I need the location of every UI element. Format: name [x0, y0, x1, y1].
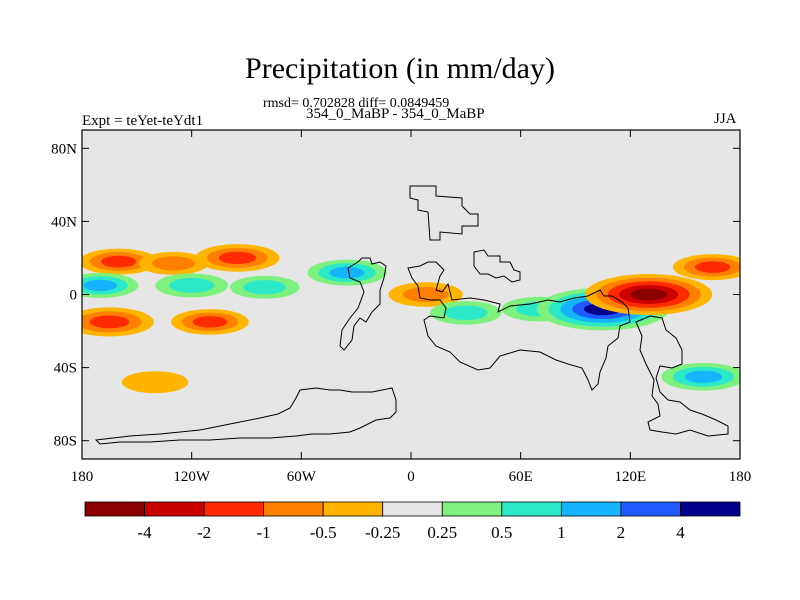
colorbar-label: 1	[557, 523, 566, 542]
contour-level	[218, 251, 257, 264]
stats-text: rmsd= 0.702828 diff= 0.0849459	[263, 96, 450, 111]
colorbar-swatch	[263, 501, 324, 517]
field-anomaly-6	[82, 307, 154, 337]
x-tick-label: 60E	[509, 469, 533, 485]
field-anomaly-2	[195, 244, 280, 272]
colorbar-swatch	[203, 501, 265, 517]
field-anomaly-1	[138, 251, 209, 275]
east-block-outline	[473, 249, 521, 283]
contour-level	[402, 287, 449, 302]
contour-level	[101, 255, 137, 268]
continent-outlines	[94, 185, 729, 445]
colorbar-swatch	[84, 501, 145, 517]
y-axis: 80N 40N 0 40S 80S	[51, 141, 740, 450]
x-tick-label: 120W	[173, 469, 211, 485]
x-tick-label: 60W	[287, 469, 317, 485]
y-tick-label: 0	[70, 288, 78, 304]
central-continent-outline	[407, 261, 631, 391]
field-anomaly-4	[155, 273, 229, 298]
field-anomaly-5	[229, 275, 300, 299]
colorbar-swatch	[382, 501, 443, 517]
colorbar: -4 -2 -1 -0.5 -0.25 0.25 0.5 1 2 4	[84, 501, 741, 542]
contour-level	[329, 266, 365, 279]
contour-level	[89, 315, 130, 329]
contour-level	[169, 278, 215, 293]
field-anomaly-0	[82, 248, 159, 275]
colorbar-label: -0.25	[365, 523, 400, 542]
x-axis: 180 120W 60W 0 60E 120E 180	[71, 130, 752, 485]
field-anomaly-15	[673, 254, 740, 281]
colorbar-swatch	[441, 501, 503, 517]
contour-level	[243, 280, 287, 295]
chart-title: Precipitation (in mm/day)	[245, 52, 555, 85]
southern-continent-outline	[94, 387, 397, 445]
colorbar-swatch	[322, 501, 384, 517]
experiment-label: Expt = teYet-teYdt1	[82, 113, 204, 129]
contour-level	[83, 279, 118, 291]
x-tick-label: 0	[407, 469, 415, 485]
polar-block-outline	[409, 185, 479, 241]
x-tick-label: 180	[729, 469, 752, 485]
contour-field-layer	[82, 244, 740, 394]
field-anomaly-8	[121, 371, 189, 394]
contour-level	[684, 370, 723, 383]
contour-level	[152, 256, 195, 271]
contour-level	[695, 261, 731, 273]
north-america-outline	[339, 257, 387, 351]
colorbar-swatch	[680, 501, 741, 517]
field-anomaly-16	[661, 363, 740, 391]
field-anomaly-14	[585, 274, 713, 315]
y-tick-label: 80S	[54, 434, 77, 450]
contour-level	[443, 305, 488, 320]
colorbar-label: -0.5	[310, 523, 337, 542]
chart-subtitle: 354_0_MaBP - 354_0_MaBP	[306, 106, 485, 122]
contour-level	[121, 371, 189, 394]
colorbar-label: 4	[676, 523, 685, 542]
field-anomaly-9	[307, 259, 387, 286]
field-anomaly-11	[430, 301, 502, 325]
colorbar-swatch	[144, 501, 205, 517]
field-anomaly-7	[171, 309, 249, 335]
colorbar-swatch	[620, 501, 681, 517]
x-tick-label: 180	[71, 469, 94, 485]
colorbar-label: -2	[197, 523, 211, 542]
season-label: JJA	[714, 111, 737, 127]
colorbar-label: -1	[257, 523, 271, 542]
colorbar-label: 2	[617, 523, 626, 542]
x-tick-label: 120E	[614, 469, 646, 485]
colorbar-swatch	[560, 501, 622, 517]
field-anomaly-3	[82, 272, 139, 298]
eastern-continent-outline	[635, 315, 729, 437]
colorbar-label: 0.25	[427, 523, 457, 542]
y-tick-label: 80N	[51, 141, 77, 157]
colorbar-label: 0.5	[491, 523, 512, 542]
colorbar-swatch	[501, 501, 562, 517]
y-tick-label: 40S	[54, 361, 77, 377]
colorbar-label: -4	[137, 523, 152, 542]
contour-level	[630, 288, 667, 301]
y-tick-label: 40N	[51, 214, 77, 230]
contour-level	[192, 316, 228, 328]
